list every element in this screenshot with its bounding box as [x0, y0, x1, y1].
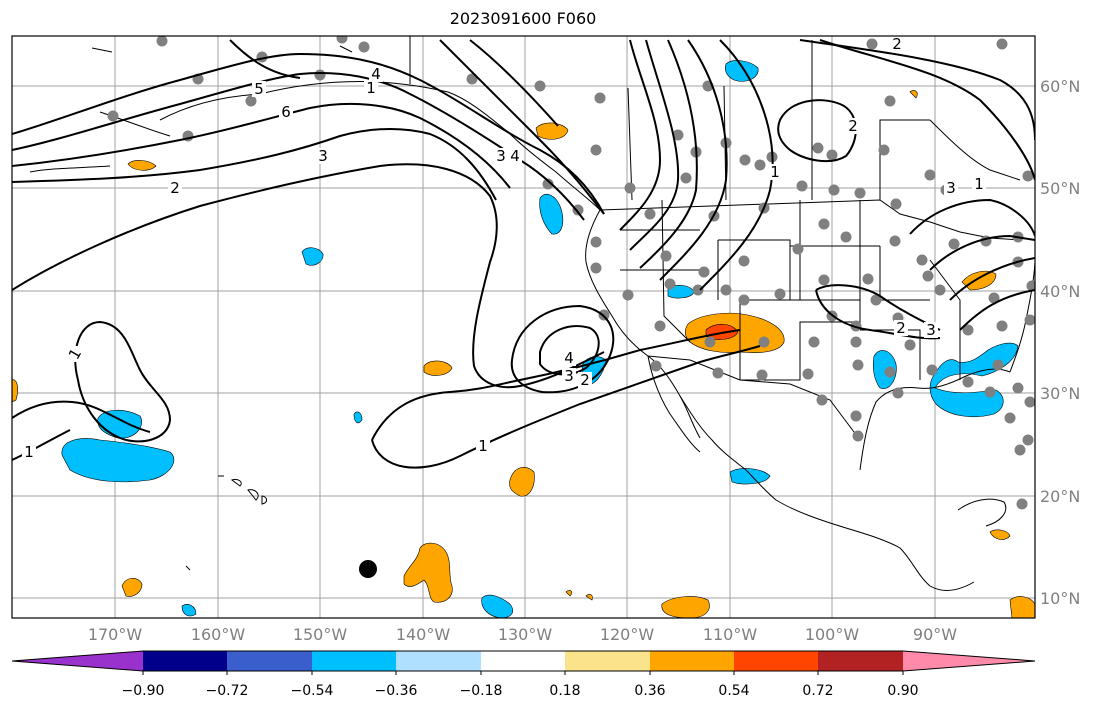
colorbar-segment [396, 651, 481, 671]
coastlines-and-borders [29, 36, 1035, 591]
colorbar-extend-low [12, 651, 143, 671]
colorbar-segment [312, 651, 396, 671]
figure-title: 2023091600 F060 [449, 9, 597, 28]
contour-label: 2 [892, 35, 902, 53]
colorbar-segment [734, 651, 818, 671]
lat-tick-label: 30°N [1040, 384, 1080, 403]
longitude-labels: 170°W 160°W 150°W 140°W 130°W 120°W 110°… [88, 625, 957, 644]
contour-label: 4 [371, 65, 381, 83]
contour-label: 4 [510, 147, 520, 165]
contour-label-group: 5 4 6 3 2 1 1 1 3 4 2 2 1 2 3 1 2 3 4 1 … [22, 35, 986, 461]
colorbar-tick-label: −0.72 [206, 683, 249, 699]
lat-tick-label: 50°N [1040, 179, 1080, 198]
lon-tick-label: 150°W [293, 625, 348, 644]
lon-tick-label: 160°W [191, 625, 246, 644]
colorbar-tick-label: 0.72 [802, 683, 833, 699]
lon-tick-label: 130°W [498, 625, 553, 644]
colorbar-tick-label: −0.90 [122, 683, 165, 699]
contour-label: 3 [318, 147, 328, 165]
storm-center-marker [359, 560, 377, 578]
colorbar-tick-label: 0.90 [887, 683, 918, 699]
colorbar-segment [650, 651, 734, 671]
lat-tick-label: 40°N [1040, 282, 1080, 301]
contour-label: 3 [946, 179, 956, 197]
lon-tick-label: 90°W [913, 625, 957, 644]
colorbar-tick-labels: −0.90 −0.72 −0.54 −0.36 −0.18 0.18 0.36 … [122, 683, 919, 699]
contour-label: 5 [254, 80, 264, 98]
colorbar-tick-label: −0.36 [375, 683, 418, 699]
contour-label: 6 [281, 103, 291, 121]
lat-tick-label: 60°N [1040, 77, 1080, 96]
lon-tick-label: 120°W [600, 625, 655, 644]
colorbar-segment [565, 651, 650, 671]
contour-label: 2 [170, 179, 180, 197]
map-area [12, 36, 1035, 618]
contour-label: 1 [24, 443, 34, 461]
colorbar-segment [227, 651, 312, 671]
lon-tick-label: 110°W [703, 625, 758, 644]
contour-label: 2 [896, 319, 906, 337]
lat-tick-label: 20°N [1040, 487, 1080, 506]
latitude-labels: 60°N 50°N 40°N 30°N 20°N 10°N [1040, 77, 1080, 608]
contour-label: 1 [478, 437, 488, 455]
map-border [11, 35, 1036, 619]
lon-tick-label: 100°W [805, 625, 860, 644]
colorbar-segment [818, 651, 903, 671]
lat-tick-label: 10°N [1040, 589, 1080, 608]
contour-label: 1 [366, 79, 376, 97]
colorbar-tick-label: −0.18 [460, 683, 503, 699]
contour-lines [12, 39, 1035, 469]
colorbar-extend-high [903, 651, 1035, 671]
contour-label: 2 [848, 117, 858, 135]
colorbar-tick-label: −0.54 [291, 683, 334, 699]
contour-label: 2 [580, 371, 590, 389]
contour-label: 3 [496, 147, 506, 165]
contour-label: 4 [564, 349, 574, 367]
colorbar-tick-label: 0.18 [549, 683, 580, 699]
lon-tick-label: 170°W [88, 625, 143, 644]
contour-label: 1 [770, 163, 780, 181]
lon-tick-label: 140°W [396, 625, 451, 644]
colorbar-segment [481, 651, 565, 671]
colorbar-tick-label: 0.54 [718, 683, 749, 699]
contour-label: 3 [564, 367, 574, 385]
colorbar-segment [143, 651, 227, 671]
contour-label: 3 [926, 321, 936, 339]
colorbar-tick-label: 0.36 [634, 683, 665, 699]
colorbar [11, 650, 1036, 675]
contour-label: 1 [974, 175, 984, 193]
